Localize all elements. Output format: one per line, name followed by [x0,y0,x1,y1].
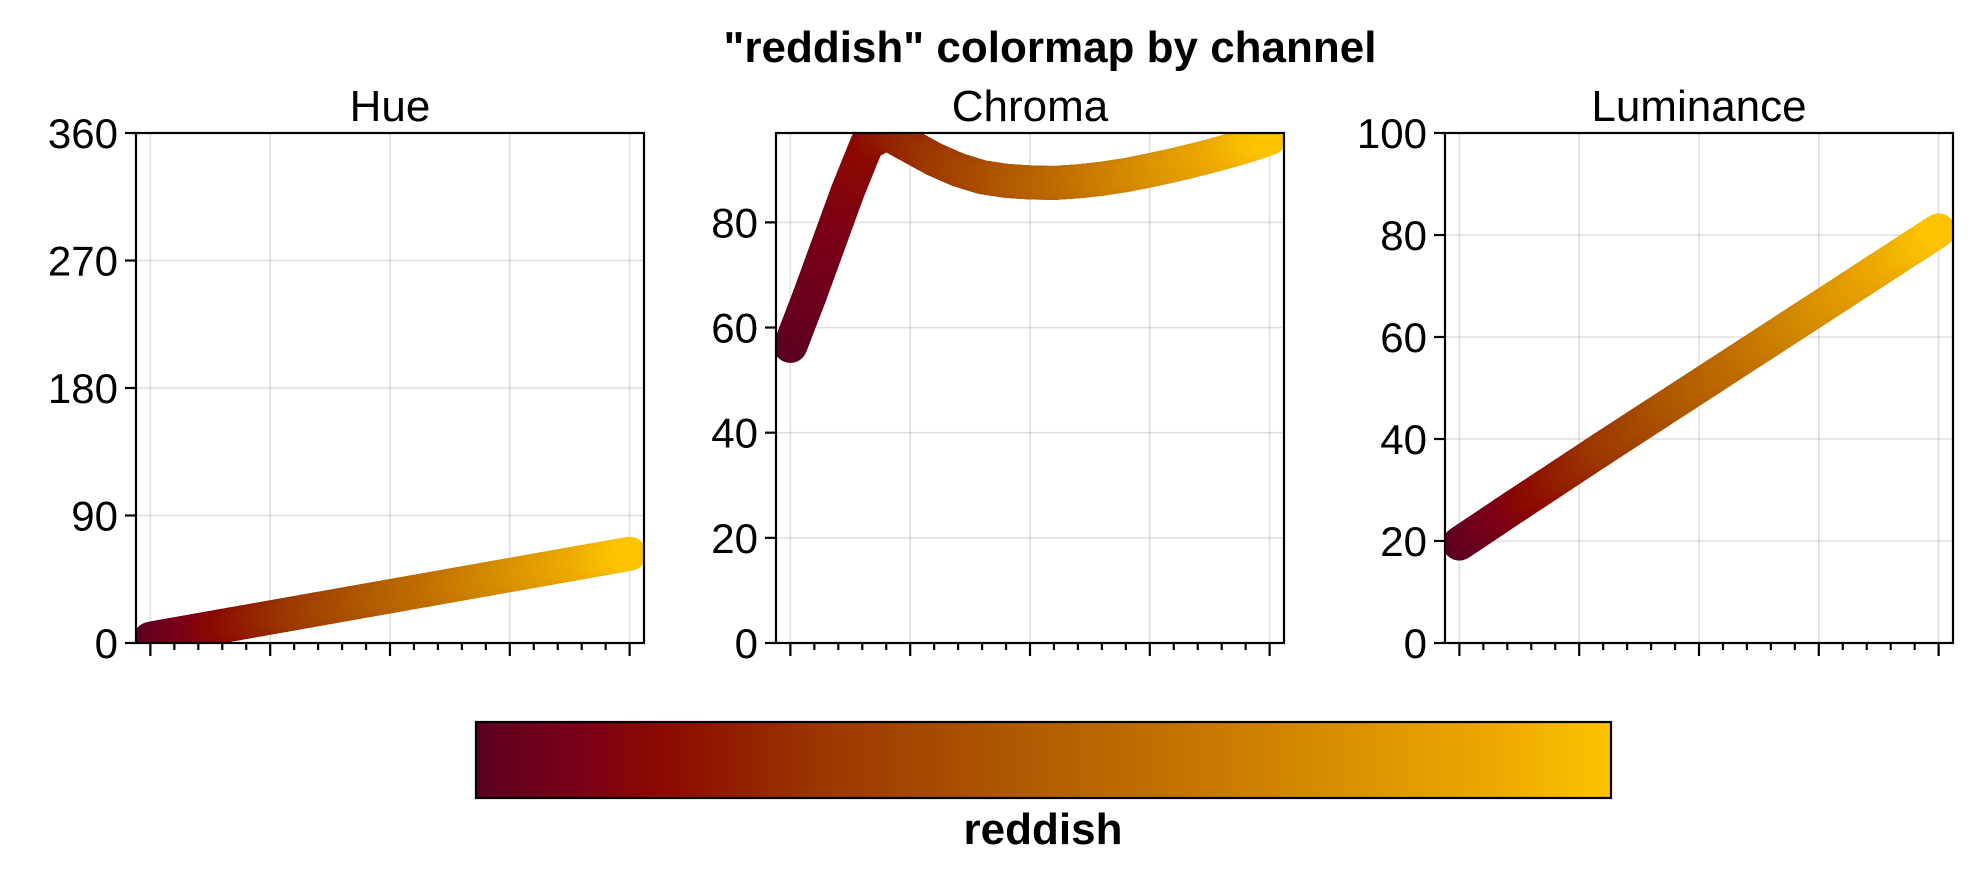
y-tick-label: 20 [1380,518,1427,565]
y-tick-label: 0 [95,620,118,667]
series-line [136,536,644,643]
y-tick-label: 60 [1380,314,1427,361]
luminance-panel-title: Luminance [1591,82,1806,131]
series-segment [609,536,644,572]
y-tick-label: 90 [71,493,118,540]
y-tick-label: 0 [735,620,758,667]
y-tick-label: 360 [48,110,118,157]
y-tick-label: 60 [711,305,758,352]
y-tick-label: 80 [1380,212,1427,259]
hue-panel-title: Hue [350,82,431,131]
y-tick-label: 80 [711,199,758,246]
gridlines [776,133,1284,643]
y-tick-label: 180 [48,365,118,412]
chroma-panel: Chroma 0 20 40 60 80 [711,82,1286,667]
series-segment [1918,213,1953,250]
y-tick-label: 40 [1380,416,1427,463]
y-tick-label: 20 [711,515,758,562]
gridlines [136,133,644,643]
y-tick-label: 100 [1357,110,1427,157]
colorbar-label: reddish [964,805,1123,854]
colorbar-gradient [474,720,1613,800]
y-tick-label: 0 [1404,620,1427,667]
y-tick-label: 40 [711,410,758,457]
chroma-panel-title: Chroma [952,82,1109,131]
series-line [1445,213,1953,561]
hue-panel: Hue 0 90 180 270 360 [48,82,646,667]
luminance-panel: Luminance 0 20 40 60 80 100 [1357,82,1955,667]
colorbar: reddish [474,720,1613,854]
figure-title: "reddish" colormap by channel [724,23,1377,72]
series-line [776,133,1284,363]
y-tick-label: 270 [48,238,118,285]
